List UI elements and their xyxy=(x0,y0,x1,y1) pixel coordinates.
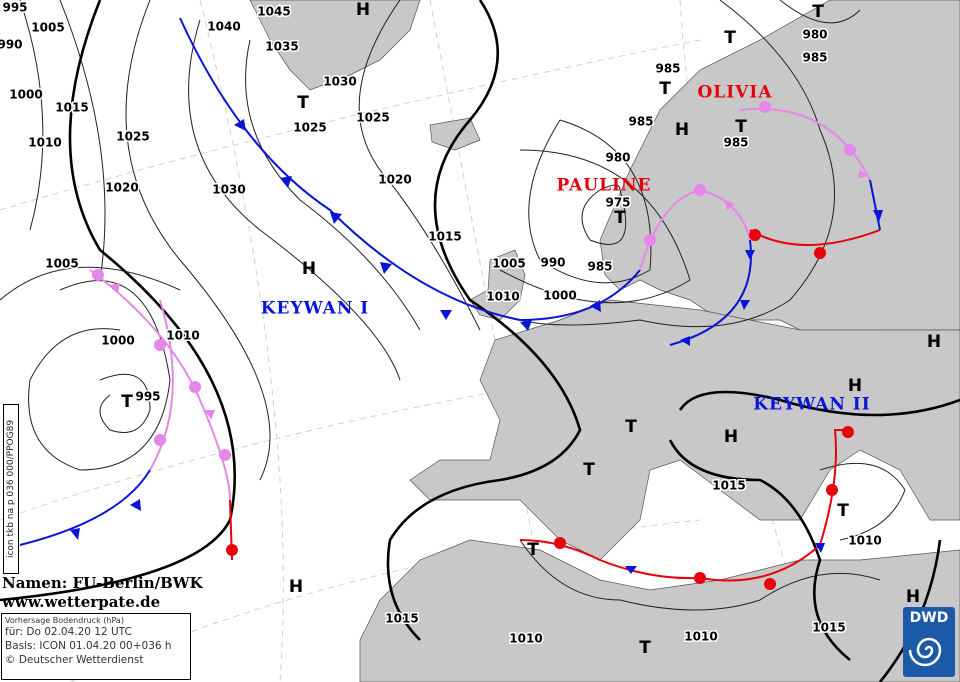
isobar-label: 1000 xyxy=(9,88,42,102)
isobar-label: 1010 xyxy=(684,630,717,644)
high-pressure-marker: H xyxy=(356,0,370,20)
low-pressure-marker: T xyxy=(812,2,824,22)
isobar-label: 1010 xyxy=(28,136,61,150)
storm-names: OLIVIA PAULINE KEYWAN I KEYWAN II xyxy=(261,83,870,415)
north-africa xyxy=(359,539,960,682)
forecast-info-box: Vorhersage Bodendruck (hPa) für: Do 02.0… xyxy=(1,613,191,680)
iceland xyxy=(429,117,481,151)
low-pressure-marker: T xyxy=(614,208,626,228)
info-model-base: Basis: ICON 01.04.20 00+036 h xyxy=(5,640,172,652)
low-pressure-marker: T xyxy=(527,540,539,560)
isobar-labels: 995 1005 990 1000 1015 1010 1025 1020 10… xyxy=(0,0,883,647)
high-pressure-marker: H xyxy=(927,332,941,352)
high-pressure-marker: H xyxy=(724,427,738,447)
isobar-label: 985 xyxy=(723,136,748,150)
low-pressure-marker: T xyxy=(121,392,133,412)
isobar-label: 1030 xyxy=(323,75,356,89)
low-pressure-marker: T xyxy=(724,28,736,48)
isobar-label: 1025 xyxy=(116,130,149,144)
model-tag: icon tkb na p 036 000/PPOG89 xyxy=(3,404,19,574)
isobar-label: 1000 xyxy=(101,334,134,348)
occlusion-atlantic xyxy=(89,269,231,501)
scandinavia xyxy=(599,0,960,341)
low-pressure-marker: T xyxy=(735,117,747,137)
storm-name-keywan-ii: KEYWAN II xyxy=(753,395,870,415)
fronts xyxy=(19,17,883,590)
isobar-label: 990 xyxy=(0,38,23,52)
british-isles xyxy=(469,249,526,321)
isobar-label: 1015 xyxy=(55,101,88,115)
low-pressure-marker: T xyxy=(297,93,309,113)
high-pressure-marker: H xyxy=(848,376,862,396)
isobar-label: 995 xyxy=(2,1,27,15)
isobar-label: 1010 xyxy=(486,290,519,304)
greenland xyxy=(249,0,421,91)
warm-front-olivia xyxy=(749,229,881,246)
isobar-label: 990 xyxy=(540,256,565,270)
low-pressure-marker: T xyxy=(583,460,595,480)
isobar-label: 1030 xyxy=(212,183,245,197)
isobar-label: 1005 xyxy=(31,21,64,35)
land-masses xyxy=(249,0,960,682)
dwd-logo: DWD xyxy=(903,607,955,677)
isobar-label: 985 xyxy=(655,62,680,76)
swirl-icon xyxy=(908,637,942,667)
isobar-label: 1010 xyxy=(509,632,542,646)
isobar-label: 980 xyxy=(802,28,827,42)
isobar-label: 1040 xyxy=(207,20,240,34)
isobar-label: 1045 xyxy=(257,5,290,19)
credit-names: Namen: FU-Berlin/BWK xyxy=(2,574,203,592)
high-pressure-marker: H xyxy=(906,587,920,607)
low-pressure-marker: T xyxy=(837,501,849,521)
isobar-label: 1020 xyxy=(378,173,411,187)
high-pressure-marker: H xyxy=(302,259,316,279)
warm-front-keywan-ii xyxy=(819,429,850,546)
isobar-label: 1025 xyxy=(356,111,389,125)
storm-name-keywan-i: KEYWAN I xyxy=(261,299,369,319)
isobar-label: 1035 xyxy=(265,40,298,54)
isobar-label: 1005 xyxy=(45,257,78,271)
isobar-label: 980 xyxy=(605,151,630,165)
credit-website: www.wetterpate.de xyxy=(2,593,161,611)
cold-front-atlantic xyxy=(19,469,151,546)
isobar-label: 985 xyxy=(802,51,827,65)
info-valid-time: für: Do 02.04.20 12 UTC xyxy=(5,626,132,638)
low-pressure-marker: T xyxy=(639,638,651,658)
isobar-label: 1000 xyxy=(543,289,576,303)
isobar-label: 1010 xyxy=(166,329,199,343)
cold-front-keywan-i xyxy=(179,17,641,322)
isobar-label: 1015 xyxy=(385,612,418,626)
pressure-centers: H H H H H H H H T T T T T T T T T T T T xyxy=(121,0,941,658)
isobar-label: 985 xyxy=(587,260,612,274)
storm-name-pauline: PAULINE xyxy=(557,176,652,196)
isobar-label: 1015 xyxy=(428,230,461,244)
low-pressure-marker: T xyxy=(659,79,671,99)
isobar-label: 975 xyxy=(605,196,630,210)
isobar-label: 1015 xyxy=(712,479,745,493)
isobar-label: 995 xyxy=(135,390,160,404)
isobar-label: 1015 xyxy=(812,621,845,635)
cold-front-olivia xyxy=(869,179,881,231)
info-title: Vorhersage Bodendruck (hPa) xyxy=(5,616,124,625)
isobar-label: 1020 xyxy=(105,181,138,195)
storm-name-olivia: OLIVIA xyxy=(697,83,772,103)
isobar-label: 1005 xyxy=(492,257,525,271)
isobar-label: 985 xyxy=(628,115,653,129)
high-pressure-marker: H xyxy=(675,120,689,140)
low-pressure-marker: T xyxy=(625,417,637,437)
info-copyright: © Deutscher Wetterdienst xyxy=(5,654,144,666)
isobar-label: 1025 xyxy=(293,121,326,135)
europe xyxy=(409,299,960,561)
credits: Namen: FU-Berlin/BWK www.wetterpate.de xyxy=(2,574,203,612)
isobar-label: 1010 xyxy=(848,534,881,548)
high-pressure-marker: H xyxy=(289,577,303,597)
